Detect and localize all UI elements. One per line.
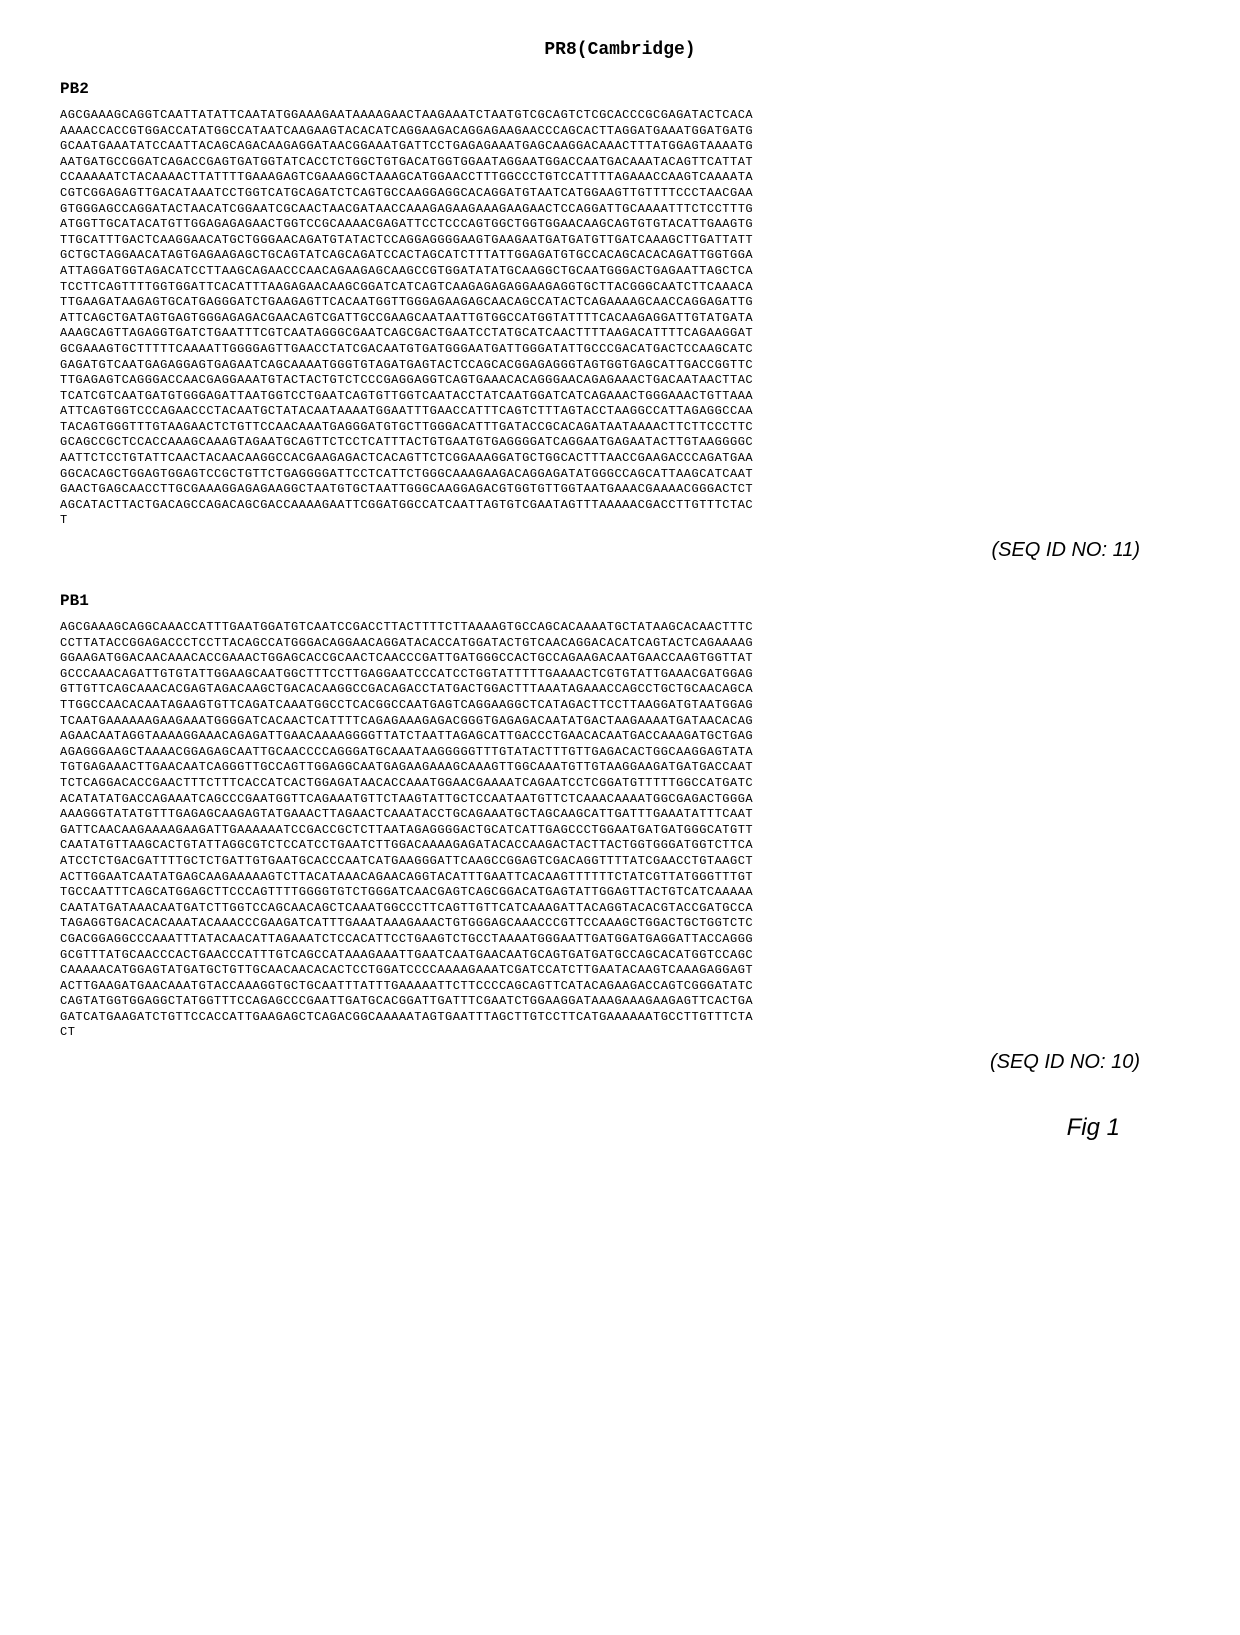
pb1-sequence: AGCGAAAGCAGGCAAACCATTTGAATGGATGTCAATCCGA… xyxy=(60,620,1180,1041)
pb1-label: PB1 xyxy=(60,592,1180,610)
section-pb2: PB2 AGCGAAAGCAGGTCAATTATATTCAATATGGAAAGA… xyxy=(60,80,1180,562)
pb2-label: PB2 xyxy=(60,80,1180,98)
figure-label: Fig 1 xyxy=(60,1114,1180,1142)
section-pb1: PB1 AGCGAAAGCAGGCAAACCATTTGAATGGATGTCAAT… xyxy=(60,592,1180,1074)
pb2-seq-id: (SEQ ID NO: 11) xyxy=(60,539,1180,562)
page-header: PR8(Cambridge) xyxy=(60,40,1180,60)
pb1-seq-id: (SEQ ID NO: 10) xyxy=(60,1051,1180,1074)
pb2-sequence: AGCGAAAGCAGGTCAATTATATTCAATATGGAAAGAATAA… xyxy=(60,108,1180,529)
